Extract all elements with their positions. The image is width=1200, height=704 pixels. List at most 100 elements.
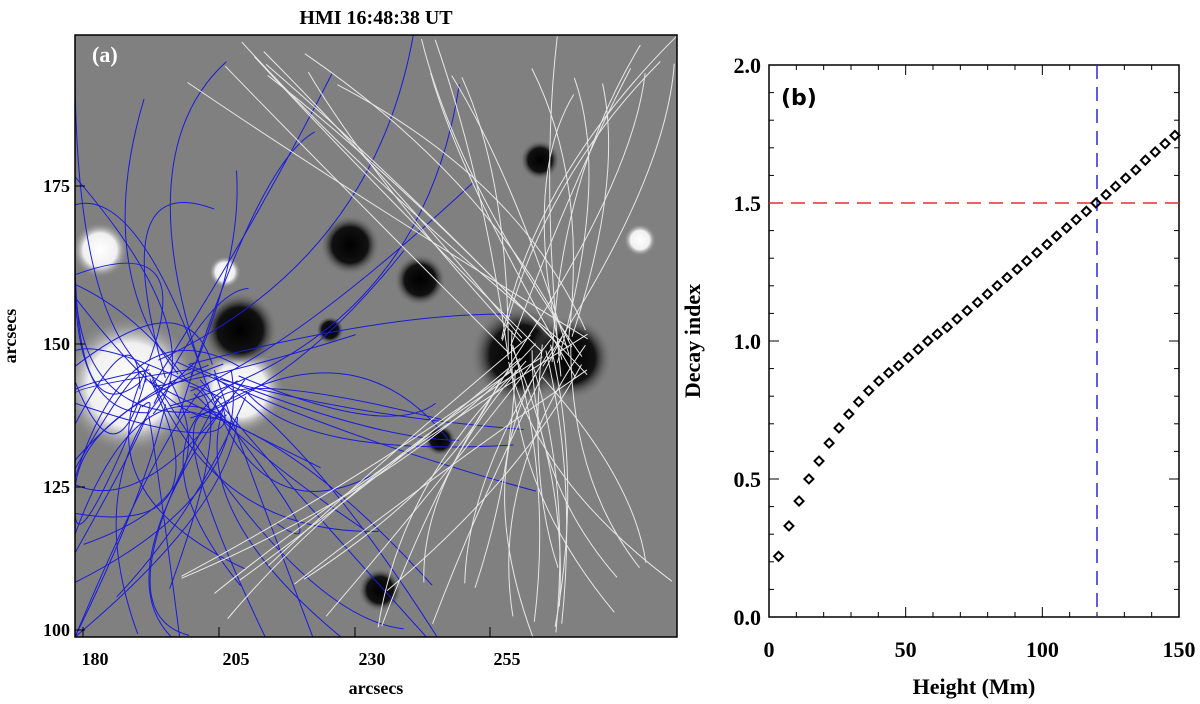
field-line (434, 39, 510, 360)
field-line (294, 369, 588, 585)
data-point (1100, 188, 1112, 201)
field-line (75, 368, 191, 394)
data-point (1030, 246, 1043, 259)
field-line (381, 368, 510, 627)
panel-b-ylabel: Decay index (680, 284, 705, 398)
field-line (268, 334, 531, 567)
data-point (793, 495, 805, 507)
field-line (213, 376, 438, 637)
field-line (75, 375, 147, 435)
field-line (181, 370, 513, 577)
field-line (75, 370, 147, 470)
y-tick-label: 0.0 (734, 605, 762, 630)
field-line (75, 262, 164, 362)
data-point (1139, 154, 1152, 167)
field-line (303, 378, 501, 580)
field-line (158, 35, 414, 361)
field-line (245, 390, 514, 448)
y-tick-label: 1.0 (734, 329, 762, 354)
data-point (1129, 163, 1142, 176)
data-point (1119, 172, 1132, 185)
field-line (543, 94, 575, 360)
field-line (143, 202, 215, 378)
positive-polarity (624, 224, 656, 256)
field-line (386, 364, 582, 592)
x-tick-label: 100 (1026, 637, 1059, 662)
field-line (461, 77, 509, 355)
field-line (187, 82, 588, 340)
y-tick-label: 125 (43, 477, 70, 497)
field-line (512, 344, 541, 622)
data-point (783, 520, 795, 532)
field-line (511, 346, 561, 607)
data-point (852, 395, 865, 408)
field-line (151, 379, 379, 532)
field-line (216, 401, 342, 637)
panel-a-label: (a) (92, 42, 118, 67)
panel-a-title: HMI 16:48:38 UT (299, 7, 453, 29)
data-point (1149, 146, 1162, 158)
data-point (1159, 137, 1171, 150)
data-point (941, 321, 954, 334)
field-line (224, 65, 509, 353)
data-point (961, 304, 974, 317)
field-line (75, 202, 204, 374)
data-point (823, 437, 836, 450)
field-line (190, 411, 433, 586)
data-point (1060, 221, 1073, 234)
field-line (116, 396, 247, 598)
x-tick-label: 0 (764, 637, 775, 662)
field-line (75, 405, 142, 525)
field-line (75, 277, 149, 414)
data-point (1050, 230, 1063, 243)
data-point (1109, 180, 1122, 193)
field-line (550, 344, 569, 627)
panel-b-label: (b) (781, 86, 817, 111)
x-tick-label: 180 (82, 649, 109, 669)
panel-a-xlabel: arcsecs (349, 678, 404, 698)
magnetogram-image (75, 35, 677, 637)
field-line (176, 361, 537, 492)
field-line (432, 336, 563, 625)
field-line (182, 380, 242, 587)
data-point (833, 422, 845, 434)
field-line (75, 350, 240, 479)
field-line (148, 402, 228, 637)
panel-b-xlabel: Height (Mm) (913, 674, 1036, 699)
field-line (241, 41, 570, 348)
data-point (862, 384, 875, 397)
panel-a-ylabel: arcsecs (0, 309, 20, 364)
data-point (1089, 197, 1102, 209)
field-line (549, 36, 562, 377)
data-point (802, 473, 815, 485)
field-line (75, 283, 189, 383)
data-point (1011, 263, 1024, 276)
field-line (430, 72, 577, 378)
field-line (423, 360, 527, 583)
field-line (556, 77, 590, 363)
field-line (75, 176, 173, 415)
field-line (124, 98, 179, 375)
data-point (772, 550, 785, 563)
x-tick-label: 150 (1163, 637, 1196, 662)
negative-polarity (202, 292, 278, 368)
x-tick-label: 50 (895, 637, 917, 662)
data-point (1070, 213, 1083, 226)
field-line (177, 131, 315, 419)
data-point (931, 328, 944, 341)
field-line (75, 354, 141, 425)
data-point (1041, 238, 1053, 251)
field-line (420, 38, 583, 357)
data-point (951, 313, 963, 325)
field-line (149, 380, 321, 469)
y-tick-label: 1.5 (734, 191, 762, 216)
field-line (542, 63, 675, 367)
data-point (902, 351, 915, 364)
data-point (991, 279, 1004, 292)
field-line (75, 378, 177, 518)
field-line (219, 378, 524, 431)
negative-polarity (320, 215, 380, 275)
data-point (1168, 129, 1181, 142)
field-line (128, 363, 246, 570)
field-line (510, 68, 632, 346)
